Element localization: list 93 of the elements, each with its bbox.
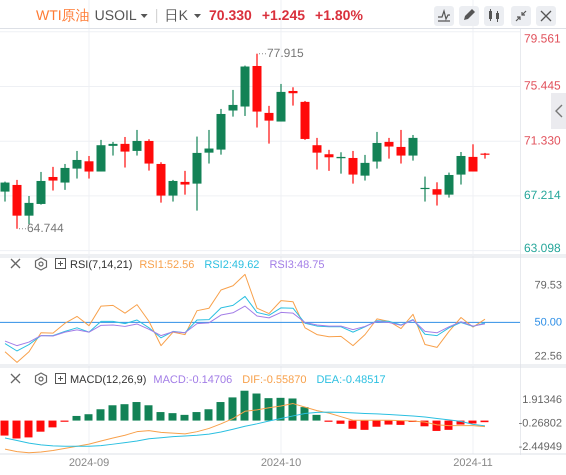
ref-line-label: 50.00 [534,316,562,328]
bar [144,405,152,421]
bar [168,413,176,421]
text: DEA:-0.48517 [316,374,386,386]
text: 日K [164,7,189,23]
bar [48,420,56,428]
line-series [4,306,486,346]
text: MACD(12,26,9) [70,374,146,386]
candlestick [60,163,70,190]
text: RSI2:49.62 [204,259,260,271]
bar [240,390,248,421]
line-series [4,274,486,363]
candlestick [432,182,442,206]
candlestick [168,179,178,202]
candlestick [384,137,394,160]
y-tick-label: -2.44949 [518,440,562,453]
y-tick-label: 63.098 [524,241,562,256]
bar [264,398,272,421]
y-tick-label: 79.53 [534,280,562,292]
candlestick [324,149,334,172]
candlestick [48,166,58,192]
text: +1.80% [315,7,364,23]
text: +1.245 [262,7,306,23]
series-label: MACD:-0.14706 [153,374,232,386]
bar [156,412,164,421]
y-tick-label: -0.26802 [518,417,562,430]
bar [192,412,200,421]
x-tick-label: 2024-11 [453,457,493,469]
bar [96,409,104,421]
line-series [4,296,486,352]
candlestick [396,129,406,164]
candlestick [132,129,142,156]
bar [12,420,20,438]
text: 70.330 [209,7,252,23]
bar [132,402,140,421]
bar [84,414,92,421]
bar [120,404,128,421]
candlestick [348,150,358,184]
candlestick [72,150,82,180]
bar [108,405,116,421]
candlestick [108,141,118,156]
bar [36,420,44,432]
y-tick-label: 75.445 [524,78,562,93]
candlestick [0,181,10,202]
bar [228,397,236,421]
candlestick [144,138,154,172]
line-series [4,412,486,447]
y-tick-label: 1.91346 [522,394,562,406]
candlestick [444,172,454,198]
candlestick [204,129,214,164]
chart-title: RSI(7,14,21) [70,259,132,271]
bar [24,420,32,438]
chart-subtitle: USOIL [94,7,137,23]
bar [360,420,368,430]
y-tick-label: 67.214 [524,188,562,202]
bar [180,414,188,421]
y-tick-label: 79.561 [524,32,562,46]
candlestick [408,134,418,162]
y-tick-label: 22.56 [534,350,562,362]
y-tick-label: 71.330 [524,133,562,148]
bar [336,420,344,424]
candlestick [120,136,130,168]
candlestick [36,171,46,206]
bar [216,402,224,421]
candlestick [180,170,190,196]
series-label: DIF:-0.55870 [242,374,306,386]
candlestick [228,89,238,118]
bar [72,416,80,421]
bar [252,394,260,421]
candlestick [312,137,322,170]
x-tick-label: 2024-09 [68,457,110,469]
chart-title: WTI原油 [36,7,90,23]
annotation: 64.744 [27,220,64,235]
bar [0,420,8,436]
candlestick [468,144,478,172]
bar [312,414,320,421]
candlestick [360,154,370,182]
bar [348,420,356,429]
candlestick [24,195,34,225]
bar [276,398,284,421]
candlestick [84,155,94,180]
bar [288,398,296,421]
bar [204,409,212,421]
text: RSI3:48.75 [269,259,324,271]
candlestick [264,105,274,144]
text: RSI1:52.56 [139,259,194,271]
x-tick-label: 2024-10 [260,457,302,469]
candlestick [456,151,466,186]
bar [432,420,440,431]
candlestick [372,131,382,170]
bar [468,420,476,424]
annotation: 77.915 [267,46,304,60]
line-series [4,403,486,454]
